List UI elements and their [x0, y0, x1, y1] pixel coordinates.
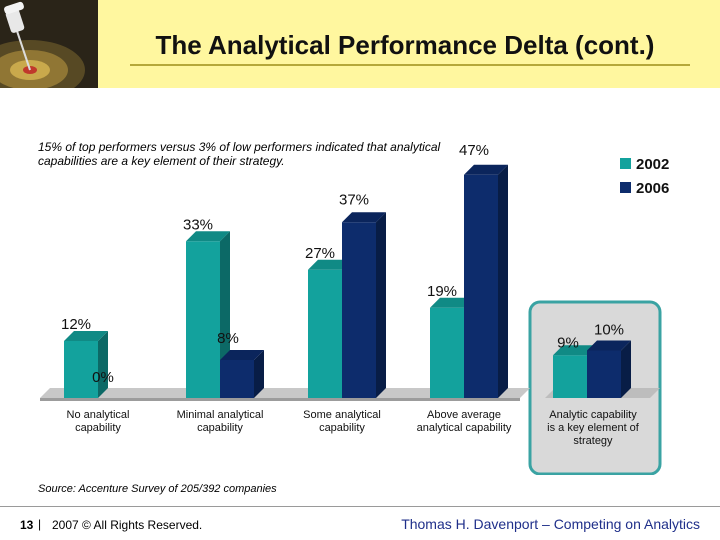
- value-label-2002-3: 19%: [427, 283, 457, 300]
- category-label-4-0: Analytic capability: [549, 409, 637, 421]
- category-label-0-0: No analytical: [67, 409, 130, 421]
- bar-2006-1: [220, 360, 254, 398]
- bar-top-2002-2: [308, 259, 352, 270]
- chart-floor-edge: [40, 398, 520, 401]
- category-label-2-1: capability: [319, 422, 365, 434]
- value-label-2006-4: 10%: [594, 322, 624, 339]
- title-underline: [130, 64, 690, 66]
- category-label-0-1: capability: [75, 422, 121, 434]
- category-label-1-0: Minimal analytical: [177, 409, 264, 421]
- bar-2006-3: [464, 174, 498, 398]
- value-label-2002-0: 12%: [61, 316, 91, 333]
- bar-side-2006-2: [376, 212, 386, 398]
- author-credit: Thomas H. Davenport – Competing on Analy…: [401, 516, 700, 532]
- bar-2002-4: [553, 355, 587, 398]
- bar-side-2002-0: [98, 331, 108, 398]
- legend-label-2006: 2006: [636, 180, 669, 197]
- bar-side-2006-3: [498, 164, 508, 398]
- bar-top-2002-4: [553, 345, 597, 356]
- pushpin-target-icon: [0, 0, 98, 88]
- value-label-2006-3: 47%: [459, 142, 489, 159]
- header-banner: The Analytical Performance Delta (cont.): [0, 0, 720, 88]
- category-label-4-2: strategy: [573, 435, 613, 447]
- category-label-4-1: is a key element of: [547, 422, 640, 434]
- bar-side-2006-4: [621, 340, 631, 398]
- value-label-2002-2: 27%: [305, 245, 335, 262]
- bar-top-2006-3: [464, 164, 508, 175]
- value-label-2006-2: 37%: [339, 191, 369, 208]
- bar-top-2006-4: [587, 340, 631, 351]
- copyright-text: 2007 © All Rights Reserved.: [52, 518, 203, 532]
- chart-floor: [40, 388, 530, 398]
- value-label-2006-1: 8%: [217, 330, 239, 347]
- value-label-2002-1: 33%: [183, 216, 213, 233]
- bar-2002-1: [186, 241, 220, 398]
- bar-top-2002-1: [186, 231, 230, 242]
- source-note: Source: Accenture Survey of 205/392 comp…: [38, 483, 277, 495]
- footer-divider: [0, 506, 720, 507]
- bar-side-2006-1: [254, 350, 264, 398]
- bar-top-2002-3: [430, 297, 474, 308]
- legend-swatch-2006: [620, 182, 631, 193]
- page-number: 13: [20, 518, 34, 532]
- bar-top-2002-0: [64, 331, 108, 341]
- bar-2006-2: [342, 222, 376, 398]
- value-label-2002-4: 9%: [557, 334, 579, 351]
- category-label-3-0: Above average: [427, 409, 501, 421]
- chart-annotation: 15% of top performers versus 3% of low p…: [38, 140, 441, 168]
- bar-top-2006-1: [220, 350, 264, 360]
- bar-2002-3: [430, 307, 464, 398]
- bar-2006-4: [587, 350, 621, 398]
- page-title: The Analytical Performance Delta (cont.): [155, 30, 655, 60]
- bar-chart: 12%0%No analyticalcapability33%8%Minimal…: [40, 142, 676, 475]
- bar-2002-2: [308, 269, 342, 398]
- footer-separator: |: [38, 517, 42, 531]
- value-label-2006-0: 0%: [92, 369, 114, 386]
- bar-top-2006-2: [342, 212, 386, 223]
- legend-swatch-2002: [620, 158, 631, 169]
- category-label-2-0: Some analytical: [303, 409, 381, 421]
- category-label-3-1: analytical capability: [417, 422, 512, 434]
- bar-2002-0: [64, 341, 98, 398]
- legend-label-2002: 2002: [636, 156, 669, 173]
- category-label-1-1: capability: [197, 422, 243, 434]
